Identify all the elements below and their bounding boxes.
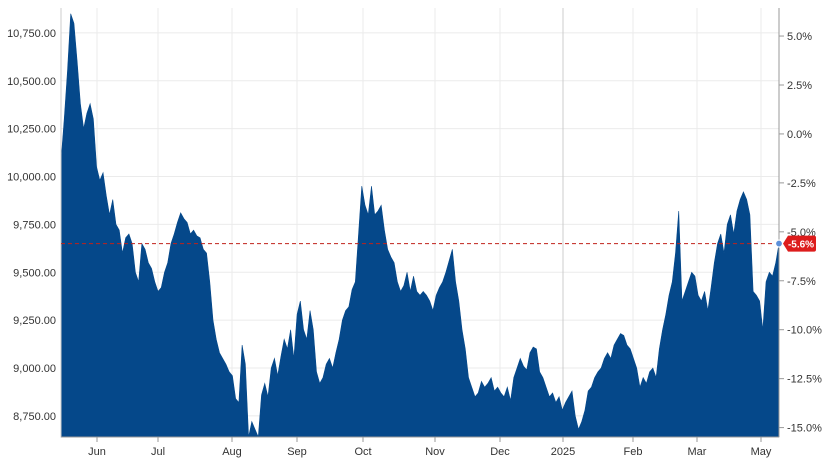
x-tick-label: Jul: [151, 446, 165, 458]
y-left-tick-label: 9,500.00: [13, 267, 56, 279]
y-right-tick-label: 5.0%: [787, 31, 812, 43]
x-tick-label: Dec: [490, 446, 510, 458]
y-right-tick-label: -12.5%: [787, 374, 822, 386]
y-left-tick-label: 9,250.00: [13, 315, 56, 327]
x-tick-label: Nov: [425, 446, 445, 458]
x-tick-label: Oct: [354, 446, 371, 458]
y-right-tick-label: -2.5%: [787, 178, 816, 190]
badge-label: -5.6%: [788, 240, 814, 251]
axes: [60, 8, 784, 442]
x-tick-label: 2025: [551, 446, 575, 458]
y-right-tick-label: 0.0%: [787, 129, 812, 141]
tick-labels: 10,750.00 10,500.00 10,250.00 10,000.00 9,75…: [7, 28, 822, 458]
x-tick-label: Jun: [88, 446, 106, 458]
badge-shape: [783, 235, 816, 252]
current-value-marker: [774, 239, 784, 248]
area-fill: [60, 13, 780, 438]
y-right-tick-label: -15.0%: [787, 423, 822, 435]
area-series: [60, 13, 780, 438]
y-left-tick-label: 8,750.00: [13, 411, 56, 423]
x-tick-label: Aug: [222, 446, 242, 458]
x-tick-label: Sep: [287, 446, 307, 458]
y-left-tick-label: 10,750.00: [7, 28, 56, 40]
y-right-tick-label: -7.5%: [787, 276, 816, 288]
y-left-tick-label: 9,750.00: [13, 219, 56, 231]
current-value-badge: -5.6%: [774, 235, 816, 252]
y-left-tick-label: 10,500.00: [7, 76, 56, 88]
y-left-tick-label: 9,000.00: [13, 363, 56, 375]
x-tick-label: Mar: [688, 446, 707, 458]
x-tick-label: Feb: [624, 446, 643, 458]
y-right-tick-label: -10.0%: [787, 325, 822, 337]
y-left-tick-label: 10,000.00: [7, 172, 56, 184]
y-left-tick-label: 10,250.00: [7, 124, 56, 136]
y-right-tick-label: 2.5%: [787, 80, 812, 92]
x-tick-label: May: [751, 446, 772, 458]
